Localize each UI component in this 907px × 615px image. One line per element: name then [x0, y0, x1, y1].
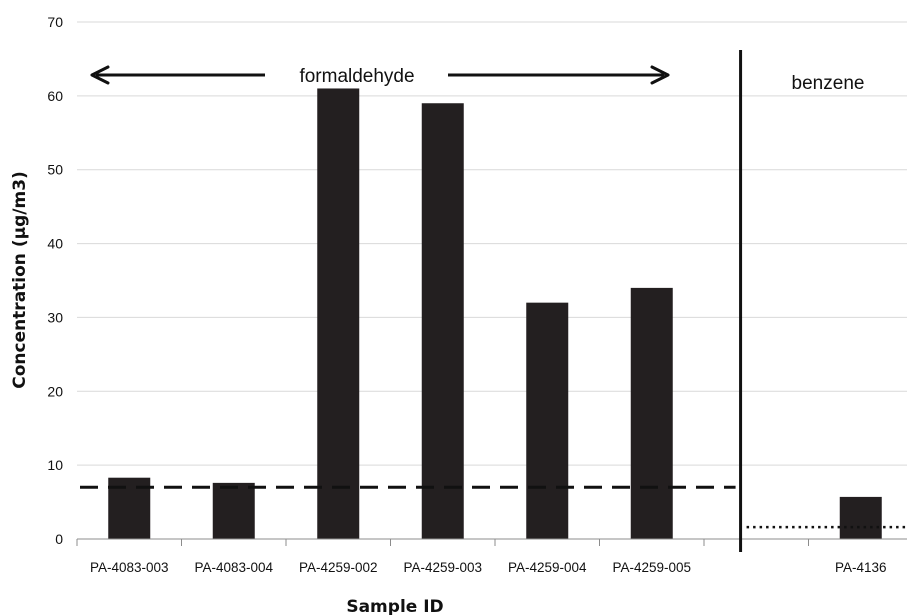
bar	[526, 302, 569, 539]
y-tick-label: 10	[47, 457, 63, 473]
y-tick-label: 40	[47, 236, 63, 252]
bar	[317, 88, 360, 539]
bar	[839, 496, 882, 539]
y-axis-title: Concentration (µg/m3)	[10, 171, 30, 389]
benzene-annotation: benzene	[792, 73, 865, 94]
y-tick-label: 50	[47, 162, 63, 178]
formaldehyde-range-arrows	[90, 65, 670, 85]
x-tick-label: PA-4083-004	[194, 560, 273, 575]
x-axis-tick-labels: PA-4083-003 PA-4083-004 PA-4259-002 PA-4259…	[90, 560, 887, 575]
x-tick-label: PA-4259-003	[403, 560, 482, 575]
x-tick-label: PA-4259-004	[508, 560, 587, 575]
bar	[630, 287, 673, 539]
bar	[421, 103, 464, 539]
y-tick-label: 70	[47, 14, 63, 30]
x-tick-label: PA-4136	[835, 560, 887, 575]
reference-lines	[80, 485, 907, 529]
x-tick-label: PA-4083-003	[90, 560, 169, 575]
y-tick-label: 20	[47, 383, 63, 399]
x-axis-title: Sample ID	[346, 597, 443, 615]
y-tick-label: 60	[47, 88, 63, 104]
x-tick-label: PA-4259-005	[612, 560, 691, 575]
y-tick-label: 30	[47, 309, 63, 325]
formaldehyde-annotation: formaldehyde	[299, 66, 414, 87]
bars	[108, 88, 882, 539]
x-axis	[76, 538, 907, 546]
right-arrow-head	[650, 65, 670, 85]
x-tick-label: PA-4259-002	[299, 560, 378, 575]
gridlines	[77, 21, 907, 466]
bar	[212, 482, 255, 539]
left-arrow-head	[90, 65, 110, 85]
y-tick-label: 0	[55, 531, 63, 547]
y-axis-ticks: 0 10 20 30 40 50 60 70	[47, 14, 63, 547]
